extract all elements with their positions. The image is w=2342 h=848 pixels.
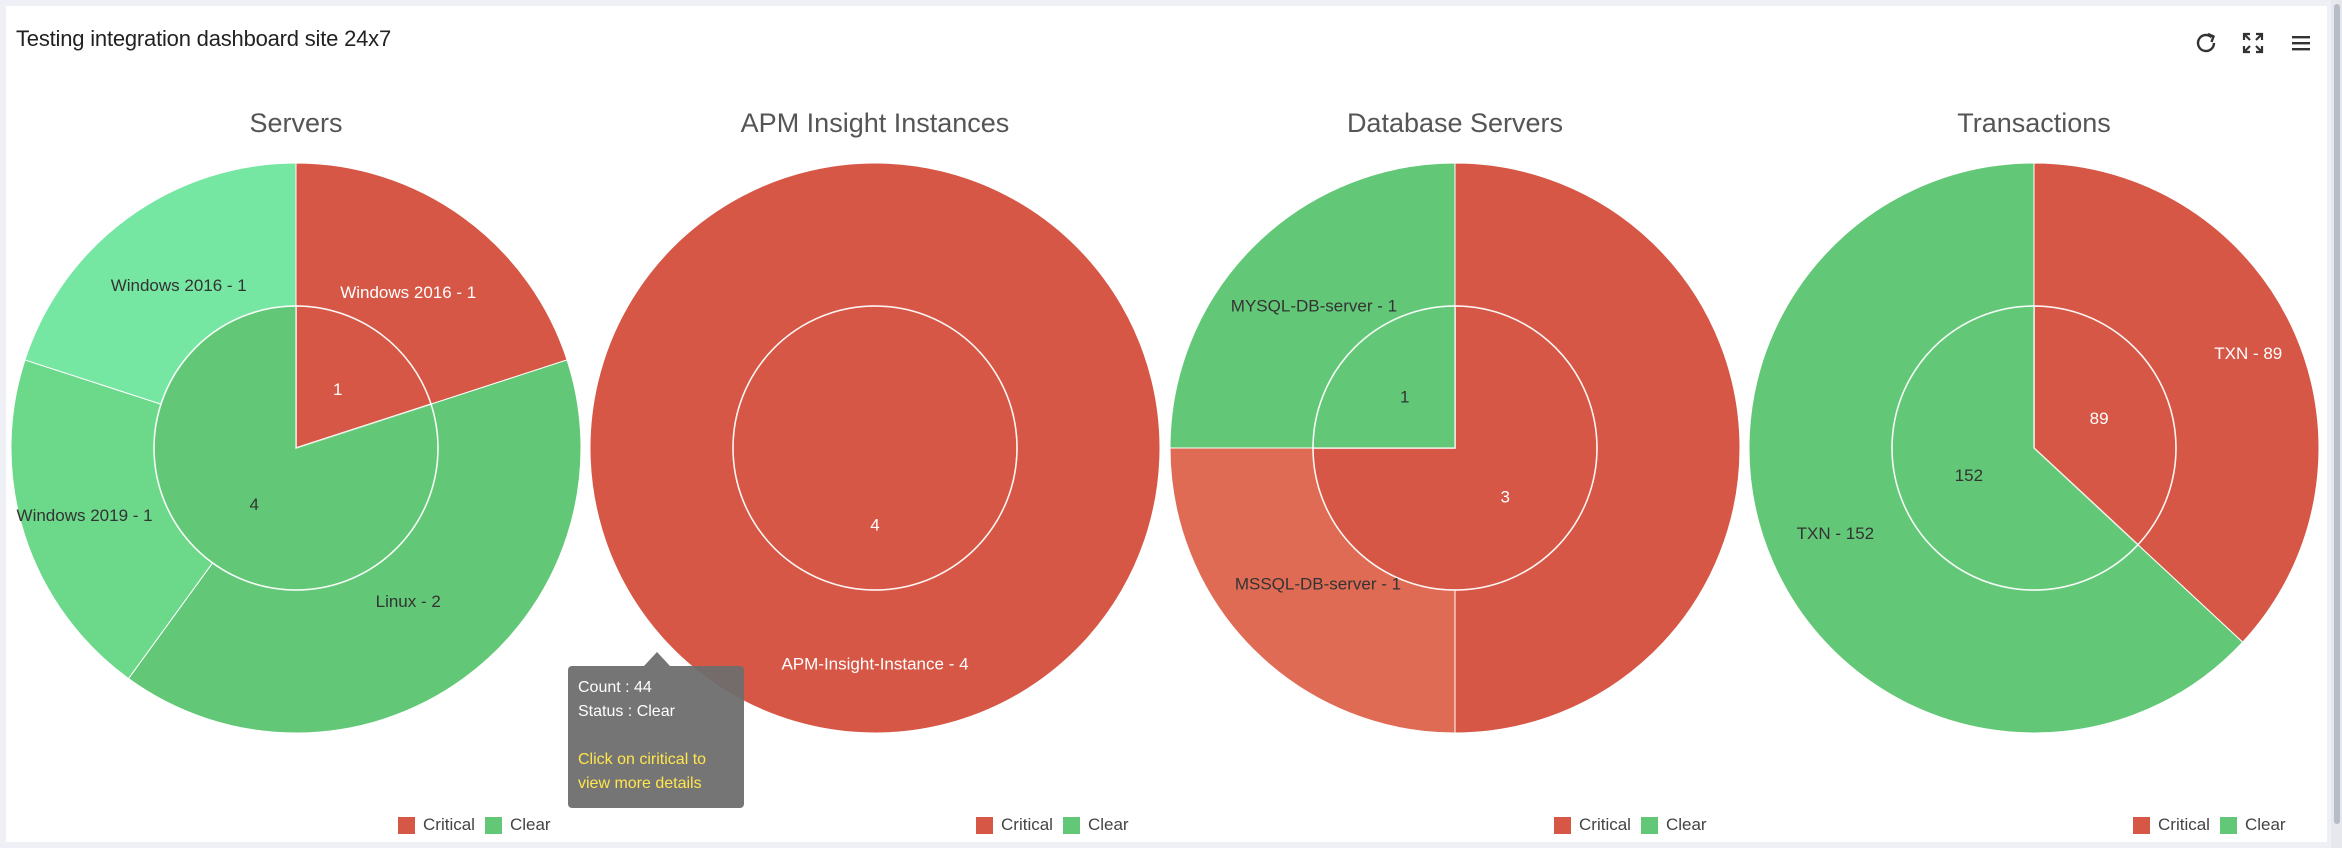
legend-label-clear: Clear bbox=[1665, 815, 1707, 834]
chart-title-database: Database Servers bbox=[1346, 108, 1564, 138]
legend-label-clear: Clear bbox=[2244, 815, 2286, 834]
pie-inner-label: 89 bbox=[2090, 409, 2109, 428]
legend-item-critical[interactable]: Critical bbox=[976, 815, 1053, 835]
pie-inner-label: 1 bbox=[333, 380, 342, 399]
chart-title-servers: Servers bbox=[249, 108, 343, 138]
legend-swatch-clear bbox=[484, 816, 502, 834]
tooltip-count: Count : 44 bbox=[578, 679, 652, 696]
tooltip-arrow bbox=[644, 652, 670, 666]
legend-item-clear[interactable]: Clear bbox=[1640, 815, 1707, 835]
pie-outer-label: MSSQL-DB-server - 1 bbox=[1235, 575, 1401, 594]
chart-title-apm: APM Insight Instances bbox=[740, 108, 1010, 138]
legend-swatch-critical bbox=[976, 816, 993, 834]
legend-item-clear[interactable]: Clear bbox=[484, 815, 551, 835]
pie-inner-ring bbox=[732, 305, 1018, 591]
legend-database: Critical Clear bbox=[1554, 813, 1707, 837]
legend-swatch-clear bbox=[1062, 816, 1080, 834]
chart-title-transactions: Transactions bbox=[1957, 108, 2111, 138]
menu-icon[interactable] bbox=[2286, 28, 2316, 58]
legend-label-clear: Clear bbox=[1087, 815, 1129, 834]
legend-apm: Critical Clear bbox=[976, 813, 1129, 837]
legend-swatch-clear bbox=[1640, 816, 1658, 834]
legend-swatch-critical bbox=[2133, 816, 2150, 834]
legend-swatch-clear bbox=[2219, 816, 2237, 834]
refresh-icon[interactable] bbox=[2191, 28, 2221, 58]
legend-item-critical[interactable]: Critical bbox=[2133, 815, 2210, 835]
vertical-scrollbar[interactable] bbox=[2331, 0, 2342, 848]
legend-item-clear[interactable]: Clear bbox=[2219, 815, 2286, 835]
tooltip-hint-line1: Click on ciritical to bbox=[578, 751, 707, 768]
legend-servers: Critical Clear bbox=[398, 813, 551, 837]
pie-outer-label: Windows 2016 - 1 bbox=[111, 276, 247, 295]
pie-outer-label: APM-Insight-Instance - 4 bbox=[781, 654, 968, 673]
pie-inner-ring bbox=[1312, 305, 1598, 591]
fullscreen-icon[interactable] bbox=[2238, 28, 2268, 58]
pie-outer-label: TXN - 152 bbox=[1797, 524, 1874, 543]
pie-inner-label: 152 bbox=[1955, 466, 1983, 485]
legend-item-clear[interactable]: Clear bbox=[1062, 815, 1129, 835]
pie-outer-label: TXN - 89 bbox=[2214, 344, 2282, 363]
legend-transactions: Critical Clear bbox=[2133, 813, 2286, 837]
pie-inner-label: 3 bbox=[1500, 488, 1509, 507]
legend-label-critical: Critical bbox=[1579, 815, 1631, 834]
pie-inner-label: 1 bbox=[1400, 387, 1409, 406]
pie-outer-label: Linux - 2 bbox=[376, 592, 441, 611]
pie-inner-label: 4 bbox=[870, 516, 879, 535]
tooltip-status: Status : Clear bbox=[578, 703, 675, 720]
scrollbar-thumb[interactable] bbox=[2334, 4, 2340, 824]
page-title: Testing integration dashboard site 24x7 bbox=[16, 26, 392, 51]
legend-swatch-critical bbox=[1554, 816, 1571, 834]
legend-swatch-critical bbox=[398, 816, 415, 834]
legend-label-critical: Critical bbox=[2158, 815, 2210, 834]
pie-outer-label: Windows 2016 - 1 bbox=[340, 283, 476, 302]
pie-inner-ring bbox=[153, 305, 439, 591]
tooltip: Count : 44 Status : Clear Click on cirit… bbox=[568, 666, 744, 808]
tooltip-hint-line2: view more details bbox=[578, 775, 702, 792]
legend-item-critical[interactable]: Critical bbox=[398, 815, 475, 835]
pie-outer-label: Windows 2019 - 1 bbox=[17, 506, 153, 525]
legend-label-critical: Critical bbox=[423, 815, 475, 834]
pie-outer-slice[interactable] bbox=[2033, 162, 2320, 643]
pie-inner-ring bbox=[1891, 305, 2177, 591]
pie-inner-slice[interactable] bbox=[732, 305, 1018, 591]
pie-outer-label: MYSQL-DB-server - 1 bbox=[1231, 296, 1397, 315]
legend-label-critical: Critical bbox=[1001, 815, 1053, 834]
legend-item-critical[interactable]: Critical bbox=[1554, 815, 1631, 835]
legend-label-clear: Clear bbox=[509, 815, 551, 834]
pie-inner-label: 4 bbox=[250, 495, 259, 514]
